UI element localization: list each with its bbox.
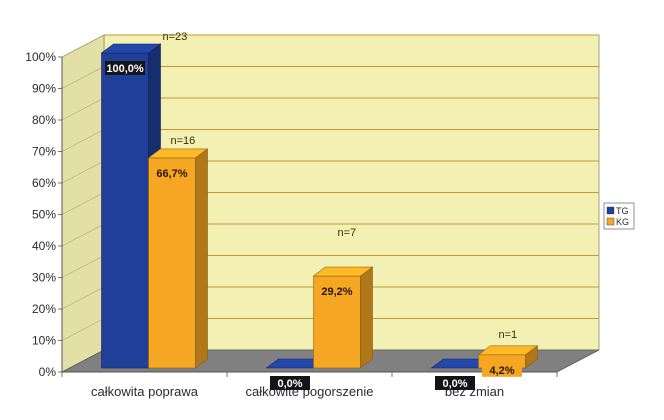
n-label: n=16 xyxy=(171,135,196,147)
value-label-box xyxy=(435,376,475,390)
bar-top xyxy=(147,148,209,159)
gridline-side xyxy=(61,255,105,278)
gridline-side xyxy=(61,129,105,152)
value-label: 100,0% xyxy=(106,63,144,75)
value-label: 0,0% xyxy=(442,378,467,390)
bar-top xyxy=(477,345,539,356)
value-label: 66,7% xyxy=(156,168,187,180)
y-tick-label: 30% xyxy=(32,271,56,285)
gridline-side xyxy=(61,192,105,215)
gridline-side xyxy=(61,66,105,89)
y-tick-label: 10% xyxy=(32,334,56,348)
y-tick-label: 80% xyxy=(32,113,56,127)
n-label: n=7 xyxy=(338,227,357,239)
x-category-label: całkowita poprawa xyxy=(91,384,199,399)
y-tick-label: 40% xyxy=(32,239,56,253)
n-label: n=1 xyxy=(499,329,518,341)
value-label-box xyxy=(152,165,192,180)
bar-front xyxy=(101,52,149,369)
value-label-box xyxy=(270,376,310,390)
bar-front xyxy=(148,157,196,369)
legend-swatch-kg xyxy=(606,217,615,226)
y-tick-label: 60% xyxy=(32,176,56,190)
n-label: n=23 xyxy=(163,31,188,43)
data-labels: 100,0% n=23 66,7% n=16 0,0% 29,2% n=7 0,0% 4,2% n… xyxy=(105,31,522,390)
gridline-side xyxy=(61,318,105,341)
y-tick-label: 20% xyxy=(32,302,56,316)
gridline-side xyxy=(61,97,105,121)
value-label: 0,0% xyxy=(277,378,302,390)
legend-label-kg: KG xyxy=(616,217,629,227)
legend-label-tg: TG xyxy=(616,206,629,216)
bar-side xyxy=(195,148,208,369)
gridline-side xyxy=(61,223,105,247)
y-tick-label: 100% xyxy=(25,50,56,64)
legend-swatch-tg xyxy=(606,206,615,215)
y-tick-label: 70% xyxy=(32,145,56,159)
value-label-box xyxy=(317,284,357,299)
y-tick-label: 90% xyxy=(32,82,56,96)
bar-side xyxy=(360,266,373,369)
y-tick-label: 50% xyxy=(32,208,56,222)
gridline-side xyxy=(61,286,105,310)
value-label: 4,2% xyxy=(489,365,514,377)
bar-top xyxy=(100,43,162,54)
value-label-box xyxy=(105,61,145,75)
bar-top xyxy=(312,266,374,277)
value-label-box xyxy=(482,362,522,377)
gridline-side xyxy=(61,34,105,58)
bar-kg-1 xyxy=(147,148,209,369)
bars xyxy=(100,43,539,369)
value-label: 29,2% xyxy=(321,286,352,298)
gridline-side xyxy=(61,160,105,184)
bar-kg-2 xyxy=(312,266,374,369)
y-tick-label: 0% xyxy=(39,365,57,379)
